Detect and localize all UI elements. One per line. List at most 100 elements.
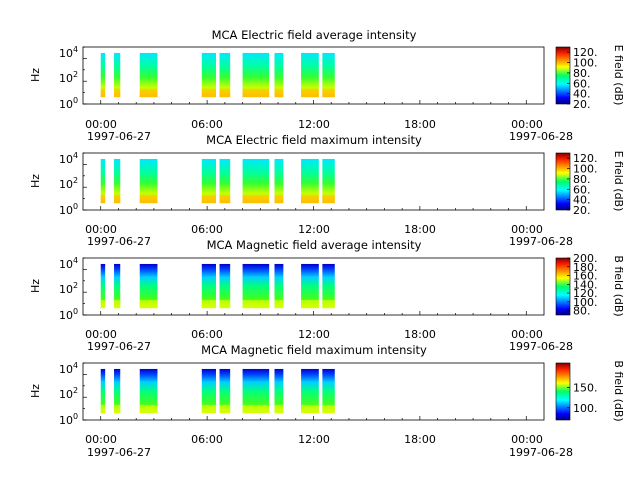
svg-text:00:00: 00:00 — [511, 433, 543, 446]
colorbar-tick-label: 20. — [573, 98, 591, 111]
colorbar-tick-label: 200. — [573, 252, 598, 265]
colorbar-tick-label: 100. — [573, 402, 598, 415]
colorbar-tick-label: 40. — [573, 194, 591, 207]
svg-text:06:00: 06:00 — [191, 433, 223, 446]
spectrogram-low-band — [301, 89, 319, 98]
colorbar — [555, 152, 571, 211]
spectrogram-block — [219, 158, 231, 204]
time-tick-labels: 00:00 06:00 12:00 18:00 00:00 — [85, 223, 543, 236]
spectrogram-low-band — [301, 405, 319, 414]
start-date-label: 1997-06-27 — [87, 235, 151, 248]
colorbar-tick-label: 180. — [573, 261, 598, 274]
spectrogram-low-band — [301, 300, 319, 309]
spectrogram-block — [274, 368, 284, 414]
svg-text:00:00: 00:00 — [511, 118, 543, 131]
spectrogram-block — [274, 158, 284, 204]
colorbar-tick-label: 80. — [573, 173, 591, 186]
colorbar-label: B field (dB) — [612, 360, 625, 421]
end-date-label: 1997-06-28 — [509, 446, 573, 459]
start-date-label: 1997-06-27 — [87, 130, 151, 143]
spectrogram-blocks — [100, 368, 335, 414]
end-date-label: 1997-06-28 — [509, 130, 573, 143]
spectrogram-low-band — [242, 300, 270, 309]
svg-text:06:00: 06:00 — [191, 223, 223, 236]
svg-text:12:00: 12:00 — [298, 433, 330, 446]
panel-title: MCA Electric field average intensity — [212, 28, 417, 42]
colorbar-tick-label: 150. — [573, 381, 598, 394]
y-axis-label: Hz — [29, 68, 42, 82]
axis-ticks — [83, 152, 527, 211]
spectrogram-low-band — [139, 195, 158, 204]
colorbar — [555, 46, 571, 105]
spectrogram-low-band — [274, 405, 284, 414]
colorbar-tick-label: 120. — [573, 287, 598, 300]
svg-text:06:00: 06:00 — [191, 328, 223, 341]
panel-title: MCA Electric field maximum intensity — [206, 133, 422, 147]
panel-3: MCA Magnetic field average intensity 100… — [29, 238, 625, 353]
colorbar-ticks: 100. 150. — [567, 381, 598, 415]
spectrogram-low-band — [114, 405, 121, 414]
spectrogram-block — [114, 368, 121, 414]
spectrogram-block — [139, 368, 158, 414]
spectrogram-low-band — [274, 300, 284, 309]
spectrogram-block — [114, 263, 121, 309]
y-axis-label: Hz — [29, 174, 42, 188]
spectrogram-block — [322, 368, 335, 414]
svg-text:100: 100 — [59, 202, 78, 217]
spectrogram-low-band — [274, 89, 284, 98]
axis-ticks — [83, 46, 527, 105]
colorbar — [555, 362, 571, 421]
colorbar — [555, 257, 571, 316]
svg-text:00:00: 00:00 — [85, 223, 117, 236]
svg-text:00:00: 00:00 — [511, 328, 543, 341]
spectrogram-low-band — [139, 89, 158, 98]
y-tick-labels: 100 102 104 — [59, 45, 78, 111]
svg-text:102: 102 — [59, 176, 78, 191]
spectrogram-low-band — [114, 300, 121, 309]
spectrogram-blocks — [100, 158, 335, 204]
spectrogram-blocks — [100, 52, 335, 98]
svg-text:00:00: 00:00 — [511, 223, 543, 236]
colorbar-tick-label: 20. — [573, 204, 591, 217]
panel-title: MCA Magnetic field average intensity — [207, 238, 422, 252]
spectrogram-block — [139, 52, 158, 98]
svg-text:00:00: 00:00 — [85, 433, 117, 446]
colorbar-tick-label: 80. — [573, 305, 591, 318]
spectrogram-low-band — [219, 89, 231, 98]
panel-title: MCA Magnetic field maximum intensity — [201, 343, 427, 357]
svg-text:18:00: 18:00 — [404, 328, 436, 341]
time-tick-labels: 00:00 06:00 12:00 18:00 00:00 — [85, 433, 543, 446]
axis-ticks — [83, 257, 527, 316]
panel-4: MCA Magnetic field maximum intensity 100… — [29, 343, 625, 459]
y-tick-labels: 100 102 104 — [59, 256, 78, 322]
svg-text:12:00: 12:00 — [298, 223, 330, 236]
spectrogram-low-band — [242, 405, 270, 414]
svg-text:00:00: 00:00 — [85, 118, 117, 131]
spectrogram-low-band — [201, 195, 216, 204]
spectrogram-block — [201, 368, 216, 414]
svg-text:104: 104 — [59, 256, 78, 271]
colorbar-tick-label: 100. — [573, 57, 598, 70]
spectrogram-block — [201, 52, 216, 98]
spectrogram-block — [301, 158, 319, 204]
colorbar-tick-label: 40. — [573, 88, 591, 101]
spectrogram-block — [219, 263, 231, 309]
y-tick-labels: 100 102 104 — [59, 361, 78, 427]
spectrogram-block — [301, 263, 319, 309]
spectrogram-block — [201, 263, 216, 309]
colorbar-label: B field (dB) — [612, 255, 625, 316]
svg-text:102: 102 — [59, 386, 78, 401]
svg-text:100: 100 — [59, 412, 78, 427]
spectrogram-low-band — [139, 300, 158, 309]
spectrogram-block — [219, 52, 231, 98]
spectrogram-low-band — [219, 300, 231, 309]
spectrogram-block — [100, 52, 106, 98]
svg-text:100: 100 — [59, 96, 78, 111]
colorbar-ticks: 80.100.120.140.160.180.200. — [567, 252, 598, 318]
spectrogram-block — [201, 158, 216, 204]
spectrogram-block — [114, 52, 121, 98]
spectrogram-low-band — [322, 89, 335, 98]
spectrogram-low-band — [219, 195, 231, 204]
